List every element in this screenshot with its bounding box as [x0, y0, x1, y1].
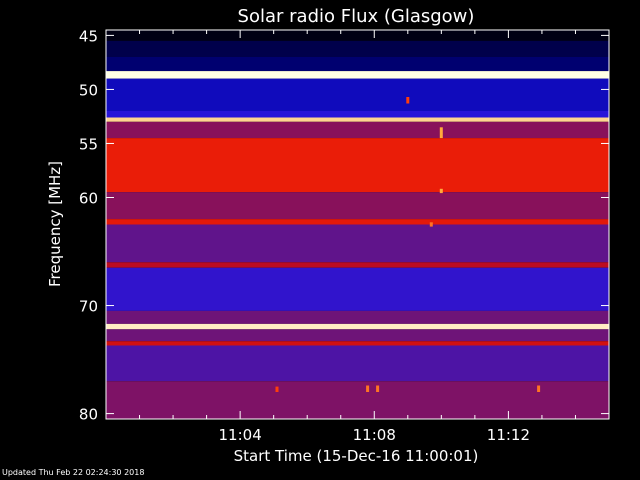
frequency-band: [106, 323, 609, 330]
frequency-band: [106, 111, 609, 118]
frequency-band: [106, 224, 609, 263]
x-tick-label: 11:04: [219, 426, 262, 444]
frequency-band: [106, 267, 609, 311]
frequency-band: [106, 30, 609, 41]
frequency-band: [106, 329, 609, 342]
frequency-band: [106, 310, 609, 324]
burst-feature: [537, 385, 541, 392]
x-tick-label: 11:08: [353, 426, 396, 444]
y-tick-label: 70: [79, 298, 98, 316]
y-tick-label: 80: [79, 406, 98, 424]
y-tick-label: 45: [79, 27, 98, 45]
frequency-band: [106, 117, 609, 122]
burst-feature: [439, 188, 443, 194]
x-tick-label: 11:12: [487, 426, 530, 444]
plot-frame: [105, 29, 610, 420]
frequency-band: [106, 121, 609, 138]
y-axis: 45 50 55 60 70 80: [79, 27, 609, 424]
y-tick-label: 60: [79, 189, 98, 207]
frequency-band: [106, 138, 609, 193]
burst-feature: [376, 385, 380, 392]
burst-feature: [366, 385, 370, 392]
frequency-band: [106, 345, 609, 382]
frequency-band: [106, 40, 609, 57]
y-tick-label: 55: [79, 135, 98, 153]
spectrogram-plot-area: [106, 30, 609, 419]
y-axis-label: Frequency [MHz]: [46, 161, 64, 287]
burst-feature: [439, 127, 443, 139]
frequency-band: [106, 219, 609, 225]
chart-title: Solar radio Flux (Glasgow): [238, 6, 475, 27]
burst-feature: [275, 386, 279, 392]
burst-feature: [429, 222, 433, 227]
frequency-band: [106, 57, 609, 71]
frequency-band: [106, 192, 609, 220]
frequency-band: [106, 381, 609, 419]
frequency-band: [106, 78, 609, 111]
x-axis-label: Start Time (15-Dec-16 11:00:01): [234, 447, 479, 465]
burst-feature: [406, 97, 410, 104]
footer-updated-timestamp: Updated Thu Feb 22 02:24:30 2018: [2, 468, 145, 477]
frequency-band: [106, 341, 609, 346]
x-axis: 11:04 11:08 11:12: [105, 30, 610, 444]
frequency-band: [106, 262, 609, 268]
frequency-band: [106, 71, 609, 79]
y-tick-label: 50: [79, 81, 98, 99]
